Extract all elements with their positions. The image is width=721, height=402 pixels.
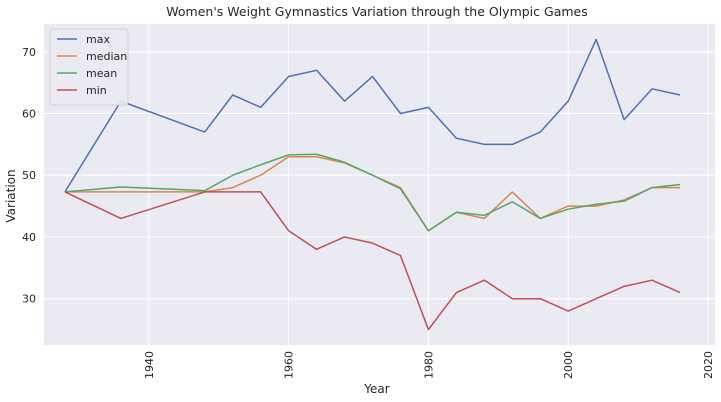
x-tick-label: 1980 xyxy=(422,351,435,379)
legend-label-median: median xyxy=(86,50,127,63)
chart-title: Women's Weight Gymnastics Variation thro… xyxy=(166,4,587,19)
legend-label-min: min xyxy=(86,84,107,97)
y-tick-label: 70 xyxy=(22,46,36,59)
y-tick-label: 60 xyxy=(22,108,36,121)
series-line-max xyxy=(64,38,681,193)
plot-area xyxy=(44,24,715,345)
y-axis-label: Variation xyxy=(4,169,18,222)
legend: max median mean min xyxy=(49,28,129,106)
y-tick-label: 50 xyxy=(22,169,36,182)
x-tick-labels: 1940 1960 1980 2000 2020 xyxy=(143,351,715,379)
y-tick-label: 30 xyxy=(22,293,36,306)
legend-box xyxy=(49,28,129,106)
y-tick-labels: 30 40 50 60 70 xyxy=(22,46,36,306)
legend-label-max: max xyxy=(86,33,110,46)
x-axis-label: Year xyxy=(363,382,389,396)
y-tick-label: 40 xyxy=(22,231,36,244)
x-tick-label: 1940 xyxy=(143,351,156,379)
x-tick-label: 1960 xyxy=(283,351,296,379)
legend-label-mean: mean xyxy=(86,67,117,80)
x-tick-label: 2000 xyxy=(562,351,575,379)
series-line-min xyxy=(64,191,681,331)
series-line-mean xyxy=(64,153,681,232)
x-tick-label: 2020 xyxy=(702,351,715,379)
series-lines xyxy=(64,38,681,331)
